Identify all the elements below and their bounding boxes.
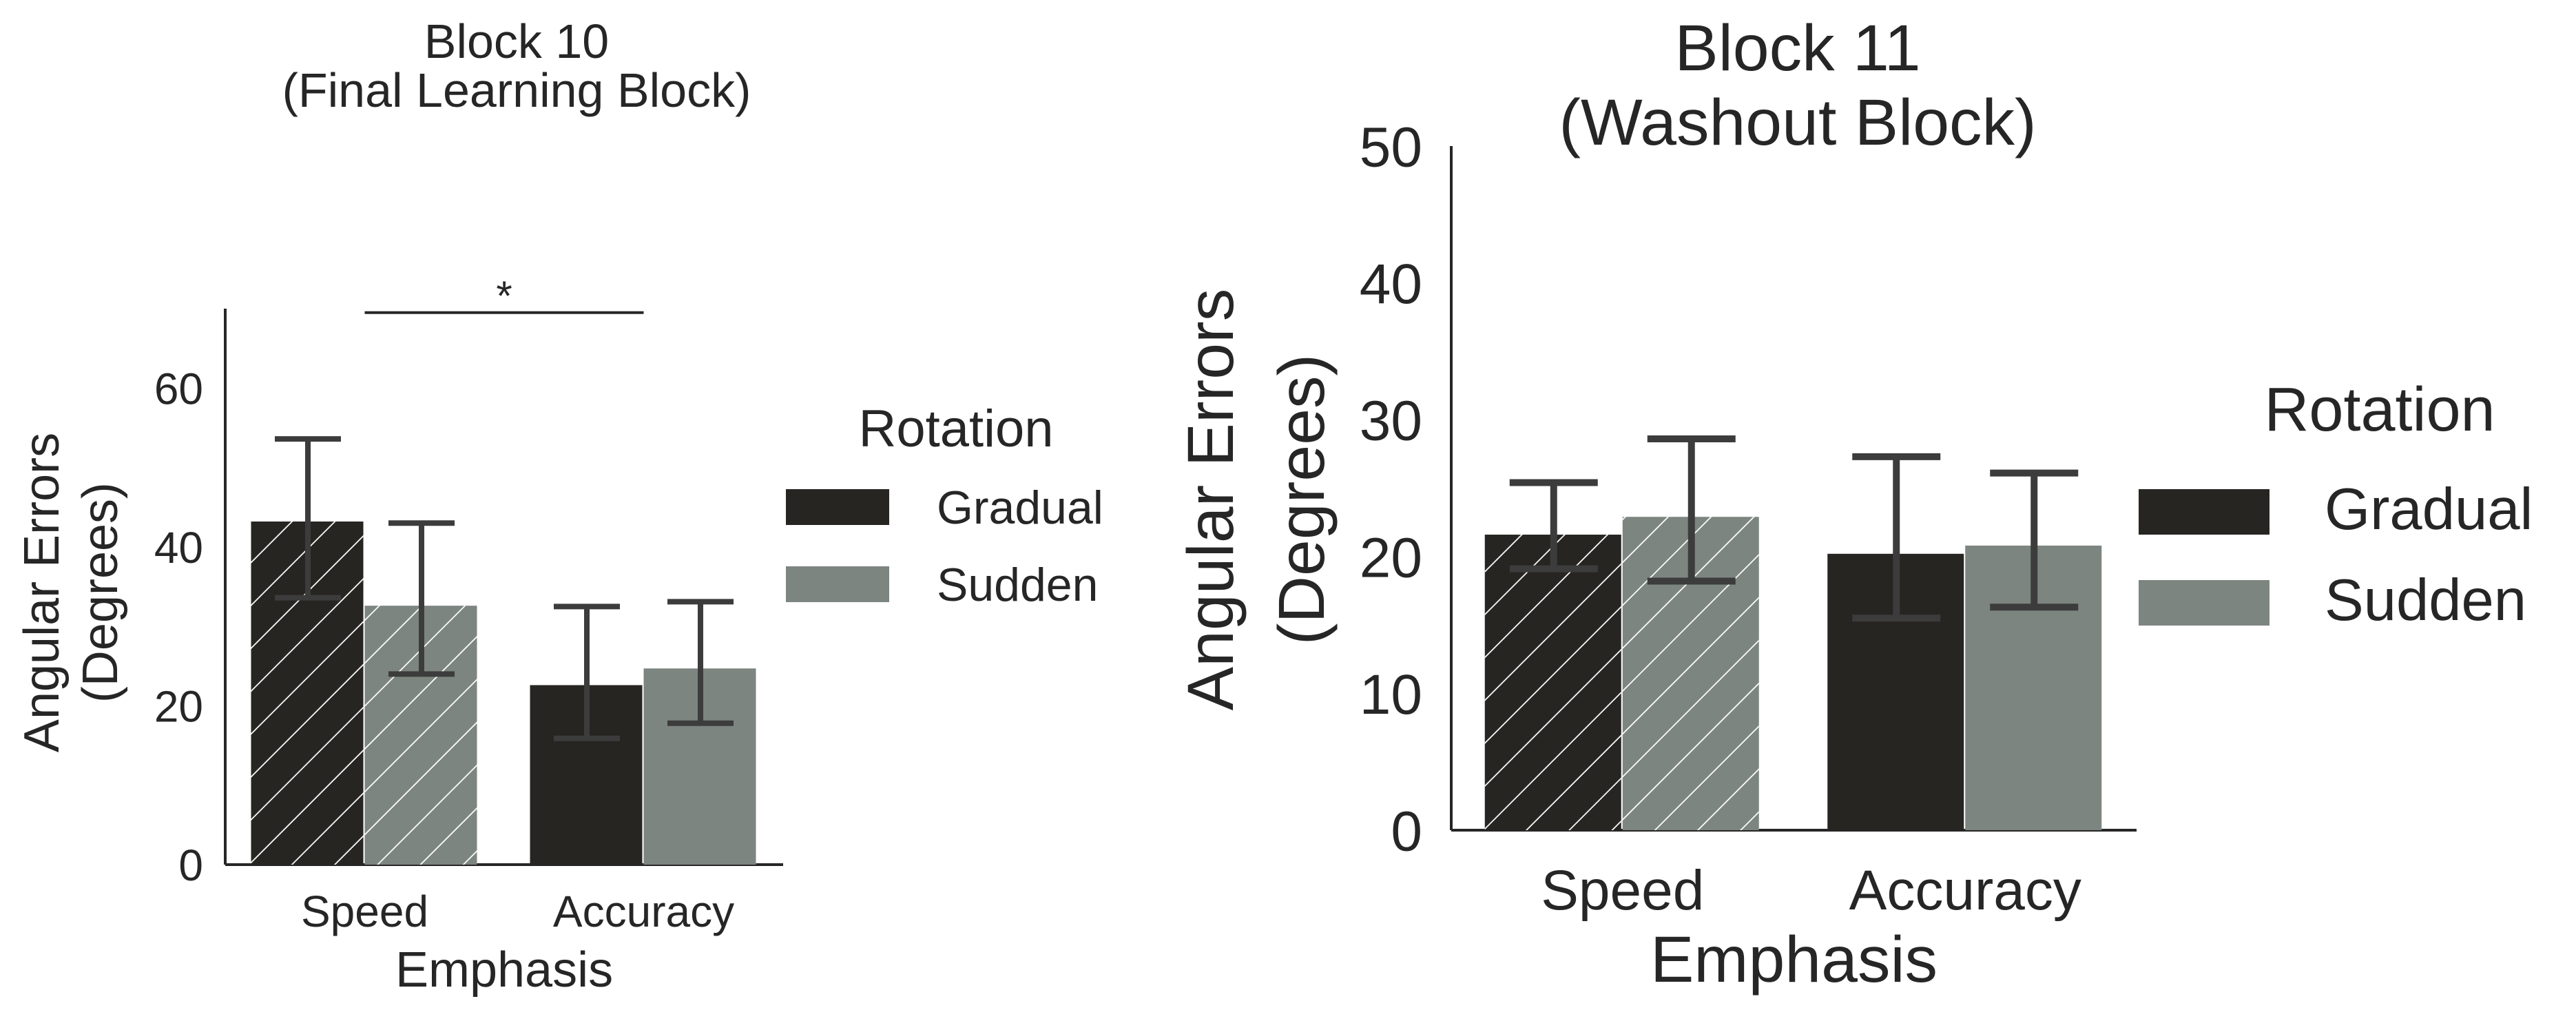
y-axis-label-line: (Degrees) bbox=[73, 482, 128, 703]
x-axis-label: Emphasis bbox=[395, 942, 613, 998]
legend-swatch-gradual bbox=[786, 489, 889, 525]
legend-swatch-sudden bbox=[2139, 580, 2269, 626]
y-axis-label-line: (Degrees) bbox=[1265, 354, 1338, 645]
legend-title: Rotation bbox=[858, 400, 1053, 458]
chart-title-line: (Washout Block) bbox=[1559, 86, 2036, 159]
y-tick-label: 20 bbox=[154, 681, 203, 731]
bar-hatch-overlay bbox=[1484, 535, 1621, 830]
x-axis-label: Emphasis bbox=[1650, 923, 1938, 996]
legend-label-gradual: Gradual bbox=[2325, 477, 2533, 542]
legend: Rotation Gradual Sudden bbox=[786, 400, 1103, 611]
y-tick-label: 20 bbox=[1360, 526, 1422, 589]
legend-label-sudden: Sudden bbox=[2325, 568, 2526, 633]
x-tick-label: Speed bbox=[1541, 859, 1704, 922]
y-tick-label: 50 bbox=[1360, 116, 1422, 179]
legend-label-gradual: Gradual bbox=[937, 482, 1103, 534]
y-tick-label: 0 bbox=[1391, 801, 1422, 863]
x-tick-label: Accuracy bbox=[1849, 859, 2081, 922]
chart-panel-1: Block 10(Final Learning Block) Angular Er… bbox=[14, 14, 1103, 998]
legend-title: Rotation bbox=[2264, 375, 2495, 444]
y-tick-label: 40 bbox=[1360, 253, 1422, 316]
y-axis-label-line: Angular Errors bbox=[14, 433, 70, 752]
y-tick-label: 30 bbox=[1360, 390, 1422, 453]
x-tick-label: Accuracy bbox=[553, 887, 734, 936]
chart-title-line: Block 11 bbox=[1674, 12, 1920, 85]
y-tick-label: 40 bbox=[154, 523, 203, 573]
chart-title-line: (Final Learning Block) bbox=[282, 63, 751, 117]
legend-label-sudden: Sudden bbox=[937, 559, 1098, 611]
legend: Rotation Gradual Sudden bbox=[2139, 375, 2533, 633]
legend-swatch-sudden bbox=[786, 566, 889, 602]
y-tick-label: 10 bbox=[1360, 663, 1422, 726]
y-tick-label: 60 bbox=[154, 364, 203, 413]
y-axis-label-line: Angular Errors bbox=[1174, 289, 1247, 710]
legend-swatch-gradual bbox=[2139, 489, 2269, 535]
significance-marker: * bbox=[496, 273, 512, 319]
chart-title-line: Block 10 bbox=[424, 14, 609, 68]
x-tick-label: Speed bbox=[301, 887, 428, 936]
chart-panel-2: Block 11(Washout Block) Angular Errors (De… bbox=[1174, 12, 2533, 996]
y-tick-label: 0 bbox=[178, 841, 203, 890]
